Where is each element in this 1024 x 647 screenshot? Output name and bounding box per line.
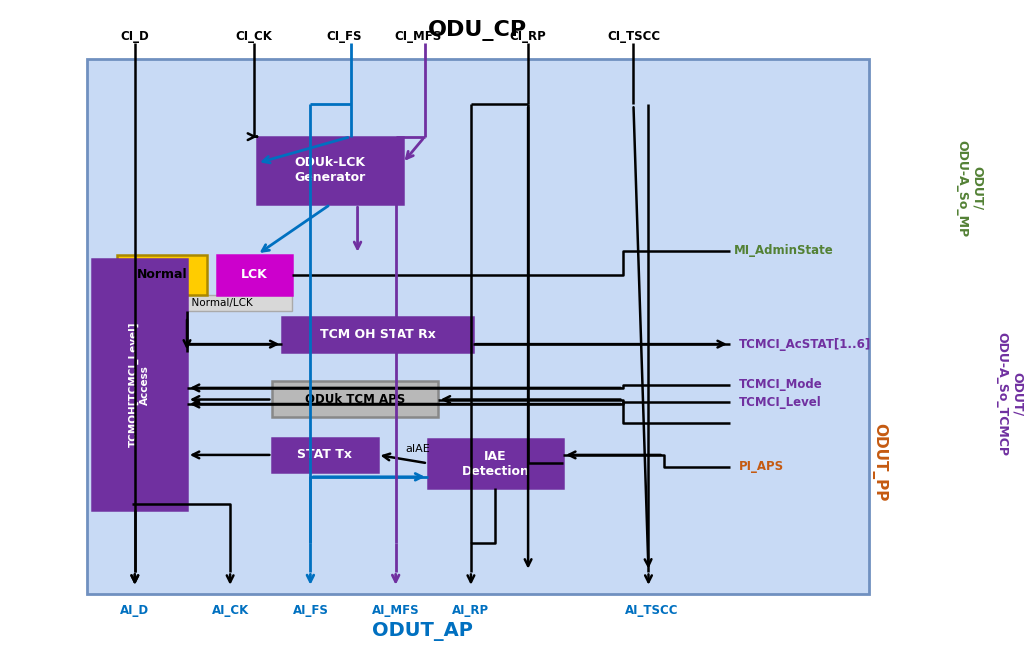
Text: ODUT_PP: ODUT_PP — [871, 423, 887, 501]
Text: TCMCI_Mode: TCMCI_Mode — [738, 378, 822, 391]
Text: TCMCI_Level: TCMCI_Level — [738, 395, 821, 409]
Bar — [283, 317, 473, 353]
Text: ODUT_AP: ODUT_AP — [373, 622, 473, 641]
Text: AI_RP: AI_RP — [453, 604, 489, 617]
Text: aIAE: aIAE — [406, 444, 430, 454]
Text: ODU_CP: ODU_CP — [428, 20, 527, 41]
Text: AI_FS: AI_FS — [293, 604, 329, 617]
Bar — [117, 254, 207, 294]
Text: Select Normal/LCK: Select Normal/LCK — [157, 298, 253, 307]
Text: CI_CK: CI_CK — [236, 30, 272, 43]
Text: ODUk-LCK
Generator: ODUk-LCK Generator — [294, 157, 366, 184]
Text: PI_APS: PI_APS — [738, 460, 784, 473]
Text: CI_RP: CI_RP — [510, 30, 547, 43]
Text: Normal: Normal — [136, 268, 187, 281]
Bar — [428, 439, 563, 488]
Text: STAT Tx: STAT Tx — [297, 448, 352, 461]
Text: ODUT/
ODU-A_So_MP: ODUT/ ODU-A_So_MP — [955, 140, 983, 237]
Bar — [272, 438, 378, 472]
Text: ODUk TCM APS: ODUk TCM APS — [305, 393, 406, 406]
Text: ODUT/
ODU-A_So_TCMCP: ODUT/ ODU-A_So_TCMCP — [995, 333, 1024, 456]
Text: TCMCI_AcSTAT[1..6]: TCMCI_AcSTAT[1..6] — [738, 338, 871, 351]
Bar — [87, 60, 869, 594]
Text: TCM OH STAT Rx: TCM OH STAT Rx — [319, 328, 435, 341]
Bar — [92, 259, 187, 510]
Bar — [117, 294, 292, 311]
Bar — [217, 254, 292, 294]
Text: CI_MFS: CI_MFS — [394, 30, 441, 43]
Text: TCMOH[TCMCI_Level]
Access: TCMOH[TCMCI_Level] Access — [128, 322, 151, 448]
Text: AI_CK: AI_CK — [212, 604, 249, 617]
Text: CI_D: CI_D — [121, 30, 150, 43]
Text: IAE
Detection: IAE Detection — [462, 450, 529, 477]
Text: AI_TSCC: AI_TSCC — [625, 604, 678, 617]
Text: AI_D: AI_D — [120, 604, 150, 617]
Text: AI_MFS: AI_MFS — [372, 604, 420, 617]
Bar — [272, 382, 438, 417]
Text: CI_FS: CI_FS — [327, 30, 362, 43]
Text: MI_AdminState: MI_AdminState — [734, 244, 834, 258]
Text: CI_TSCC: CI_TSCC — [607, 30, 660, 43]
Bar — [257, 137, 402, 204]
Text: LCK: LCK — [242, 268, 268, 281]
